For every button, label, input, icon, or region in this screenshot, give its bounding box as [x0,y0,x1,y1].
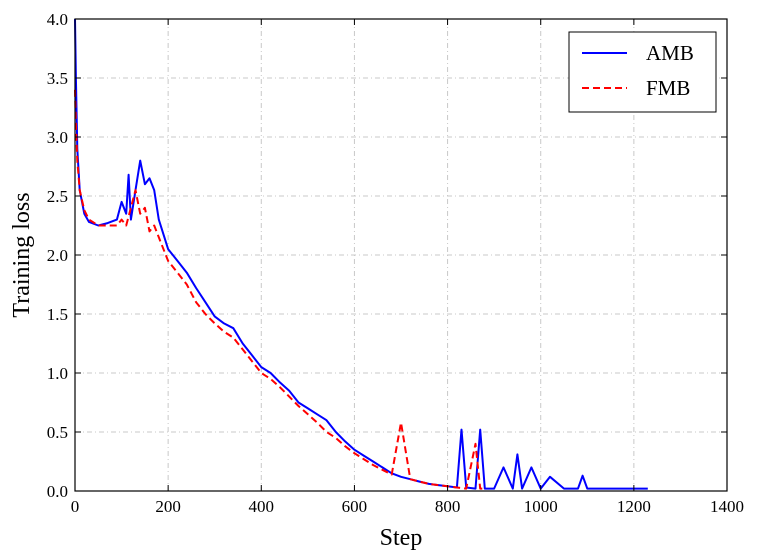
y-axis-title: Training loss [9,192,35,317]
grid-lines [75,19,727,491]
x-tick-label: 200 [155,497,181,516]
legend-box [568,31,717,113]
y-tick-label: 0.0 [47,482,68,501]
x-axis-title: Step [380,525,423,551]
x-tick-label: 600 [342,497,368,516]
y-tick-label: 2.5 [47,187,68,206]
legend-label-amb: AMB [646,41,694,65]
series-line-fmb [74,89,485,490]
y-tick-label: 4.0 [47,10,68,29]
legend-label-fmb: FMB [646,76,690,100]
series-layer [74,18,648,490]
x-tick-label: 1000 [524,497,558,516]
y-tick-label: 1.0 [47,364,68,383]
legend: AMB FMB [568,31,717,113]
axis-ticks: 0 200 400 600 800 1000 1200 1400 0.0 0.5 1.0 1.5 2.0… [47,10,744,516]
x-tick-label: 1200 [617,497,651,516]
y-tick-label: 3.0 [47,128,68,147]
y-tick-label: 2.0 [47,246,68,265]
y-tick-label: 1.5 [47,305,68,324]
series-line-amb [74,18,648,490]
y-tick-label: 0.5 [47,423,68,442]
x-tick-label: 800 [435,497,461,516]
x-tick-label: 0 [71,497,80,516]
y-tick-label: 3.5 [47,69,68,88]
x-tick-label: 1400 [710,497,744,516]
x-tick-label: 400 [249,497,275,516]
